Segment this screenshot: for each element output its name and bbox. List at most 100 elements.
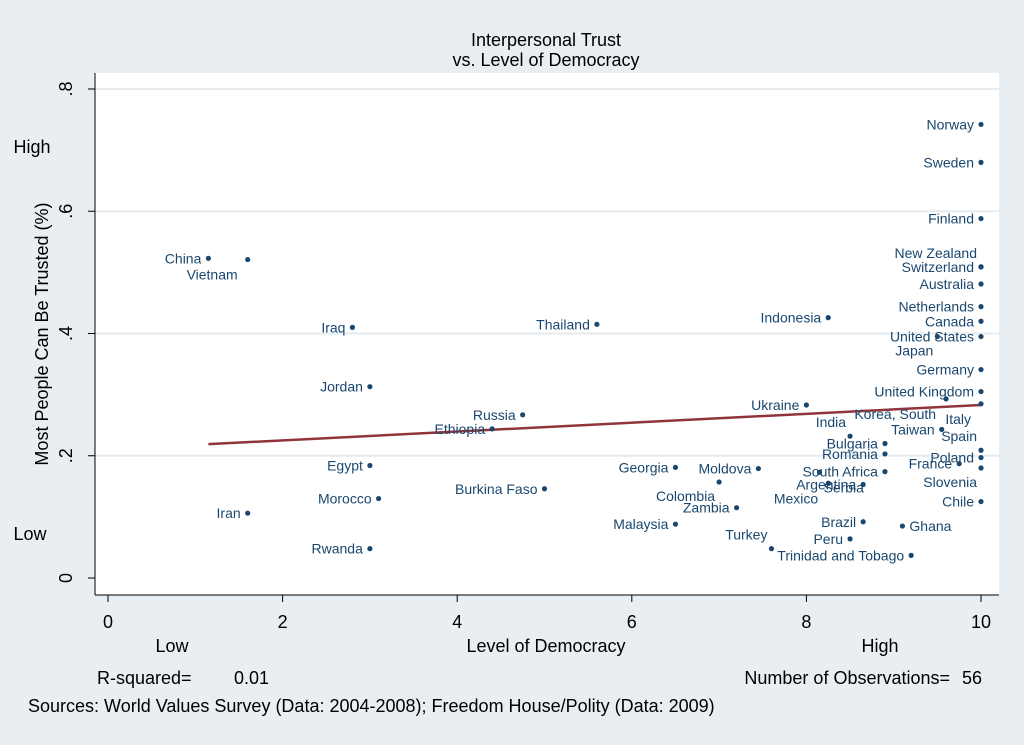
y-tick-label: .4 — [56, 326, 76, 341]
scatter-point — [978, 264, 984, 270]
fit-line — [208, 403, 982, 446]
point-label: Spain — [941, 428, 977, 444]
point-label: Vietnam — [187, 267, 238, 283]
point-label: Iraq — [321, 319, 345, 335]
scatter-point — [205, 255, 211, 261]
point-label: Rwanda — [312, 541, 364, 557]
chart-title: Interpersonal Trust — [471, 30, 621, 50]
scatter-point — [245, 256, 251, 263]
observations-label: Number of Observations= — [744, 668, 950, 688]
scatter-point — [847, 433, 853, 439]
scatter-point — [716, 479, 722, 485]
point-label: Australia — [920, 276, 975, 292]
point-label: Finland — [928, 211, 974, 227]
point-label: Colombia — [656, 488, 715, 504]
scatter-point — [978, 401, 984, 407]
fit-line-group — [208, 403, 982, 446]
scatter-point — [594, 321, 600, 327]
scatter-point — [882, 440, 888, 447]
x-tick-label: 8 — [801, 612, 811, 632]
scatter-point — [860, 481, 866, 488]
scatter-point — [367, 462, 373, 469]
scatter-point — [541, 486, 548, 492]
scatter-point — [908, 552, 914, 558]
scatter-point — [816, 469, 823, 475]
x-high-label: High — [861, 636, 898, 656]
r-squared-value: 0.01 — [234, 668, 269, 688]
x-low-label: Low — [155, 636, 189, 656]
point-label: Japan — [895, 343, 933, 359]
point-label: China — [165, 250, 202, 266]
scatter-point — [672, 521, 679, 527]
scatter-point — [768, 546, 775, 552]
x-tick-label: 4 — [452, 612, 462, 632]
point-label: Burkina Faso — [455, 481, 538, 497]
scatter-point — [978, 498, 984, 505]
point-label: Georgia — [619, 459, 669, 475]
scatter-point — [245, 510, 251, 516]
scatter-point — [755, 465, 761, 472]
scatter-point — [978, 454, 984, 461]
scatter-point — [978, 388, 984, 395]
y-tick-label: .8 — [56, 81, 76, 96]
chart-subtitle: vs. Level of Democracy — [452, 50, 639, 70]
scatter-point — [882, 451, 888, 457]
point-label: Jordan — [320, 379, 363, 395]
point-label: Bulgaria — [827, 436, 879, 452]
scatter-point — [978, 465, 984, 471]
point-label: South Africa — [802, 464, 878, 480]
point-label: Korea, South — [854, 406, 936, 422]
point-label: France — [909, 456, 953, 472]
scatter-point — [978, 366, 984, 373]
point-label: Malaysia — [613, 516, 668, 532]
x-tick-label: 10 — [971, 612, 991, 632]
sources-note: Sources: World Values Survey (Data: 2004… — [28, 696, 715, 716]
scatter-point — [520, 412, 526, 418]
point-label: Russia — [473, 407, 516, 423]
scatter-point — [489, 426, 495, 432]
point-label: Germany — [916, 362, 974, 378]
scatter-point — [376, 495, 382, 502]
observations-value: 56 — [962, 668, 982, 688]
y-axis-label: Most People Can Be Trusted (%) — [32, 202, 52, 465]
scatter-point — [978, 304, 984, 310]
point-label: Morocco — [318, 491, 372, 507]
x-axis-label: Level of Democracy — [466, 636, 625, 656]
point-label: Moldova — [698, 461, 751, 477]
point-label: United Kingdom — [874, 384, 974, 400]
point-label: Trinidad and Tobago — [777, 547, 904, 563]
point-label: Indonesia — [761, 310, 822, 326]
point-label: Poland — [930, 450, 974, 466]
point-label: Ethiopia — [435, 421, 486, 437]
scatter-point — [978, 159, 984, 165]
point-label: Ghana — [909, 518, 951, 534]
point-label: Chile — [942, 494, 974, 510]
scatter-point — [825, 315, 831, 321]
point-label: Taiwan — [891, 421, 935, 437]
point-label: Italy — [945, 411, 971, 427]
point-label: Sweden — [923, 154, 974, 170]
scatter-point — [939, 426, 945, 433]
point-label: Peru — [813, 531, 843, 547]
y-tick-label: 0 — [56, 573, 76, 583]
scatter-point — [803, 402, 810, 408]
scatter-point — [978, 333, 984, 340]
scatter-point — [882, 469, 888, 475]
point-label: United States — [890, 329, 974, 345]
scatter-point — [367, 546, 373, 552]
point-label: Switzerland — [902, 259, 974, 275]
point-label: Canada — [925, 313, 974, 329]
scatter-point — [978, 215, 984, 222]
scatter-point — [847, 536, 853, 542]
grid-lines — [95, 88, 999, 457]
point-label: Slovenia — [923, 474, 977, 490]
point-label: Norway — [927, 116, 974, 132]
scatter-point — [934, 333, 940, 340]
y-high-label: High — [13, 137, 50, 157]
scatter-point — [978, 318, 984, 324]
point-label: Thailand — [536, 316, 590, 332]
scatter-point — [978, 281, 984, 287]
y-low-label: Low — [13, 524, 47, 544]
scatter-point — [978, 447, 984, 453]
